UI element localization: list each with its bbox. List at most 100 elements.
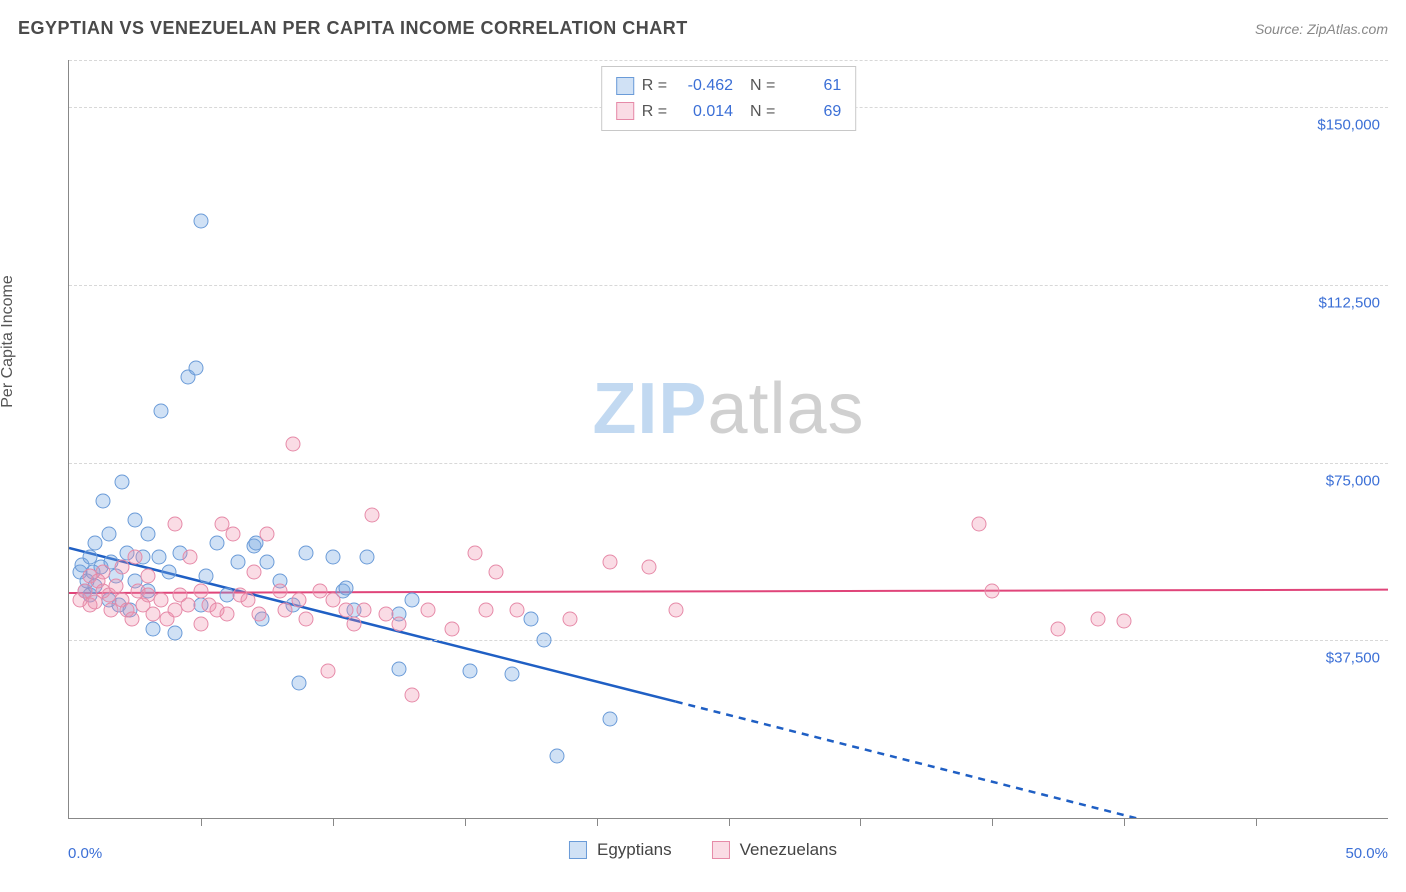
data-point [985, 583, 1000, 598]
swatch-egyptians [616, 77, 634, 95]
data-point [225, 526, 240, 541]
gridline [69, 640, 1388, 641]
data-point [167, 517, 182, 532]
data-point [668, 602, 683, 617]
chart-container: Per Capita Income ZIPatlas R =-0.462 N =… [18, 55, 1388, 874]
data-point [167, 626, 182, 641]
data-point [505, 666, 520, 681]
x-tick [729, 818, 730, 826]
data-point [346, 616, 361, 631]
source-credit: Source: ZipAtlas.com [1255, 21, 1388, 37]
data-point [151, 550, 166, 565]
data-point [468, 545, 483, 560]
data-point [193, 214, 208, 229]
correlation-legend: R =-0.462 N =61 R =0.014 N =69 [601, 66, 857, 131]
data-point [391, 616, 406, 631]
data-point [320, 664, 335, 679]
data-point [127, 512, 142, 527]
data-point [109, 578, 124, 593]
legend-row-egyptians: R =-0.462 N =61 [616, 73, 842, 99]
data-point [141, 526, 156, 541]
swatch-egyptians-icon [569, 841, 587, 859]
data-point [88, 536, 103, 551]
data-point [1090, 612, 1105, 627]
data-point [146, 621, 161, 636]
data-point [478, 602, 493, 617]
data-point [259, 526, 274, 541]
gridline [69, 463, 1388, 464]
data-point [404, 687, 419, 702]
data-point [154, 403, 169, 418]
data-point [209, 536, 224, 551]
data-point [291, 593, 306, 608]
data-point [523, 612, 538, 627]
data-point [462, 664, 477, 679]
data-point [154, 593, 169, 608]
data-point [114, 559, 129, 574]
data-point [241, 593, 256, 608]
swatch-venezuelans [616, 102, 634, 120]
x-tick [992, 818, 993, 826]
swatch-venezuelans-icon [712, 841, 730, 859]
data-point [391, 661, 406, 676]
trend-lines [69, 60, 1388, 818]
data-point [193, 583, 208, 598]
data-point [642, 559, 657, 574]
data-point [162, 564, 177, 579]
data-point [199, 569, 214, 584]
data-point [96, 564, 111, 579]
data-point [127, 550, 142, 565]
data-point [420, 602, 435, 617]
watermark: ZIPatlas [592, 368, 864, 450]
data-point [489, 564, 504, 579]
data-point [365, 507, 380, 522]
data-point [360, 550, 375, 565]
data-point [338, 602, 353, 617]
data-point [114, 474, 129, 489]
data-point [273, 583, 288, 598]
data-point [299, 545, 314, 560]
data-point [251, 607, 266, 622]
data-point [550, 749, 565, 764]
data-point [602, 711, 617, 726]
legend-item-venezuelans: Venezuelans [712, 840, 837, 860]
data-point [444, 621, 459, 636]
data-point [291, 675, 306, 690]
gridline [69, 60, 1388, 61]
y-tick-label: $37,500 [1326, 650, 1380, 667]
x-tick [465, 818, 466, 826]
series-legend: Egyptians Venezuelans [569, 840, 837, 860]
data-point [286, 436, 301, 451]
data-point [299, 612, 314, 627]
data-point [602, 555, 617, 570]
x-tick [597, 818, 598, 826]
data-point [230, 555, 245, 570]
y-tick-label: $75,000 [1326, 472, 1380, 489]
x-tick [1256, 818, 1257, 826]
data-point [972, 517, 987, 532]
data-point [246, 564, 261, 579]
data-point [312, 583, 327, 598]
data-point [563, 612, 578, 627]
data-point [1051, 621, 1066, 636]
x-tick [1124, 818, 1125, 826]
data-point [378, 607, 393, 622]
data-point [180, 597, 195, 612]
gridline [69, 285, 1388, 286]
x-tick [333, 818, 334, 826]
data-point [220, 607, 235, 622]
data-point [1117, 614, 1132, 629]
scatter-plot: ZIPatlas R =-0.462 N =61 R =0.014 N =69 … [68, 60, 1388, 819]
data-point [188, 360, 203, 375]
data-point [101, 526, 116, 541]
x-min-label: 0.0% [68, 845, 102, 862]
data-point [536, 633, 551, 648]
data-point [357, 602, 372, 617]
data-point [510, 602, 525, 617]
data-point [259, 555, 274, 570]
data-point [141, 569, 156, 584]
x-tick [201, 818, 202, 826]
y-tick-label: $150,000 [1317, 117, 1380, 134]
data-point [325, 593, 340, 608]
legend-item-egyptians: Egyptians [569, 840, 672, 860]
